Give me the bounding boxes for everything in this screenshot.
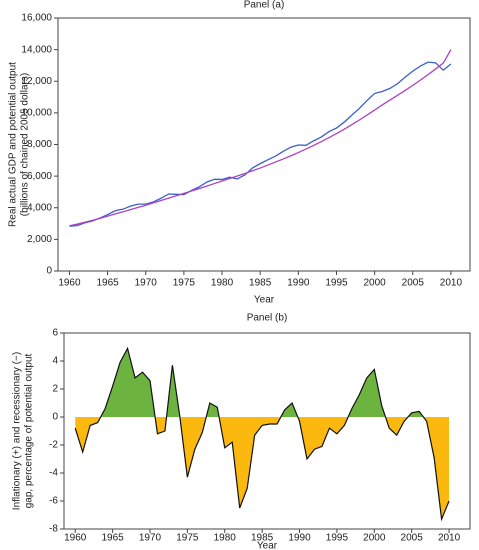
x-tick-label: 2005 [402, 278, 425, 289]
x-tick-label: 1980 [214, 533, 237, 544]
x-tick-label: 1985 [249, 278, 272, 289]
y-tick-label: -8 [49, 524, 58, 535]
x-tick-label: 1970 [135, 278, 158, 289]
x-tick-label: 2005 [401, 533, 424, 544]
panel: Panel (b) Year Inflationary (+) and recess… [12, 313, 471, 550]
y-tick-label: 6 [52, 328, 58, 339]
y-tick-label: 0 [46, 266, 52, 277]
plot-frame [63, 332, 471, 530]
y-tick-label: 4,000 [27, 202, 52, 213]
y-axis-label: gap, percentage of potential output [24, 354, 35, 509]
y-tick-label: 12,000 [21, 76, 52, 87]
x-tick-label: 1985 [251, 533, 274, 544]
y-axis-label: Inflationary (+) and recessionary (−) [12, 352, 23, 510]
positive-gap-area [75, 348, 450, 417]
x-tick-label: 1980 [211, 278, 234, 289]
x-tick-label: 2000 [364, 278, 387, 289]
x-tick-label: 1970 [139, 533, 162, 544]
x-tick-label: 1990 [287, 278, 310, 289]
x-tick-label: 1995 [326, 533, 349, 544]
y-tick-label: 4 [52, 356, 58, 367]
x-tick-label: 1960 [64, 533, 87, 544]
y-tick-label: -2 [49, 440, 58, 451]
x-tick-label: 1975 [173, 278, 196, 289]
y-axis-label: (billions of chained 2005 dollars) [20, 73, 31, 216]
y-tick-label: 2,000 [27, 234, 52, 245]
y-tick-label: -4 [49, 468, 58, 479]
x-tick-label: 1995 [325, 278, 348, 289]
x-tick-label: 1975 [176, 533, 199, 544]
y-tick-label: 14,000 [21, 44, 52, 55]
x-tick-label: 1965 [96, 278, 119, 289]
y-tick-label: 6,000 [27, 171, 52, 182]
x-axis-label: Year [257, 541, 278, 550]
y-tick-label: -6 [49, 496, 58, 507]
x-tick-label: 1990 [288, 533, 311, 544]
plot-frame [57, 17, 471, 272]
y-tick-label: 8,000 [27, 139, 52, 150]
y-tick-label: 10,000 [21, 108, 52, 119]
panel: Panel (a) Year Real actual GDP and potenti… [8, 0, 471, 306]
x-tick-label: 2010 [440, 278, 463, 289]
x-tick-label: 1960 [58, 278, 81, 289]
chart-title: Panel (b) [247, 313, 288, 324]
data-line [69, 61, 452, 227]
x-tick-label: 2000 [363, 533, 386, 544]
y-axis-label: Real actual GDP and potential output [8, 62, 19, 227]
x-axis-label: Year [254, 295, 275, 306]
gap-line [74, 346, 450, 522]
y-tick-label: 0 [52, 412, 58, 423]
y-tick-label: 2 [52, 384, 58, 395]
data-line [69, 49, 452, 227]
x-tick-label: 2010 [438, 533, 461, 544]
x-tick-label: 1965 [101, 533, 124, 544]
chart-title: Panel (a) [244, 0, 285, 11]
y-tick-label: 16,000 [21, 13, 52, 24]
